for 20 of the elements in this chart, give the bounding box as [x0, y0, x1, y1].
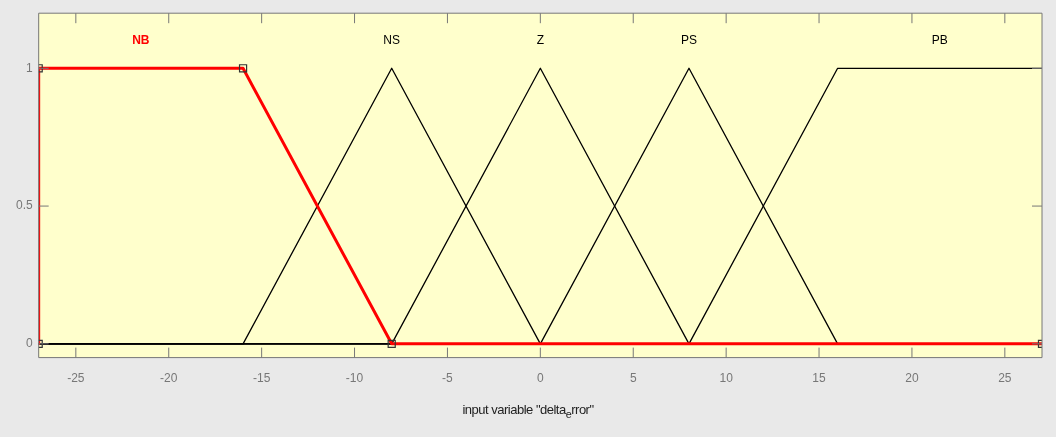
series-label: NB	[132, 33, 150, 48]
x-tick-label: 25	[998, 371, 1012, 386]
x-tick-label: 10	[719, 371, 734, 386]
x-axis-title: input variable "delta$_{e}$rror"	[461, 402, 595, 420]
x-tick-label: 15	[812, 371, 827, 386]
y-tick-label: 1	[25, 60, 33, 75]
series-label: NS	[383, 33, 401, 48]
series-label: PS	[680, 33, 697, 48]
x-tick-label: -25	[67, 371, 85, 386]
x-tick-label: 0	[537, 371, 544, 386]
y-tick-label: 0	[25, 336, 33, 351]
series-label: PB	[931, 33, 948, 48]
x-tick-label: -15	[252, 371, 271, 386]
series-label: Z	[536, 33, 545, 48]
x-tick-label: 5	[629, 371, 637, 386]
x-tick-label: -10	[345, 371, 364, 386]
x-tick-label: -5	[442, 371, 454, 386]
y-tick-label: 0.5	[15, 198, 33, 213]
x-tick-label: 20	[905, 371, 919, 386]
x-tick-label: -20	[160, 371, 178, 386]
